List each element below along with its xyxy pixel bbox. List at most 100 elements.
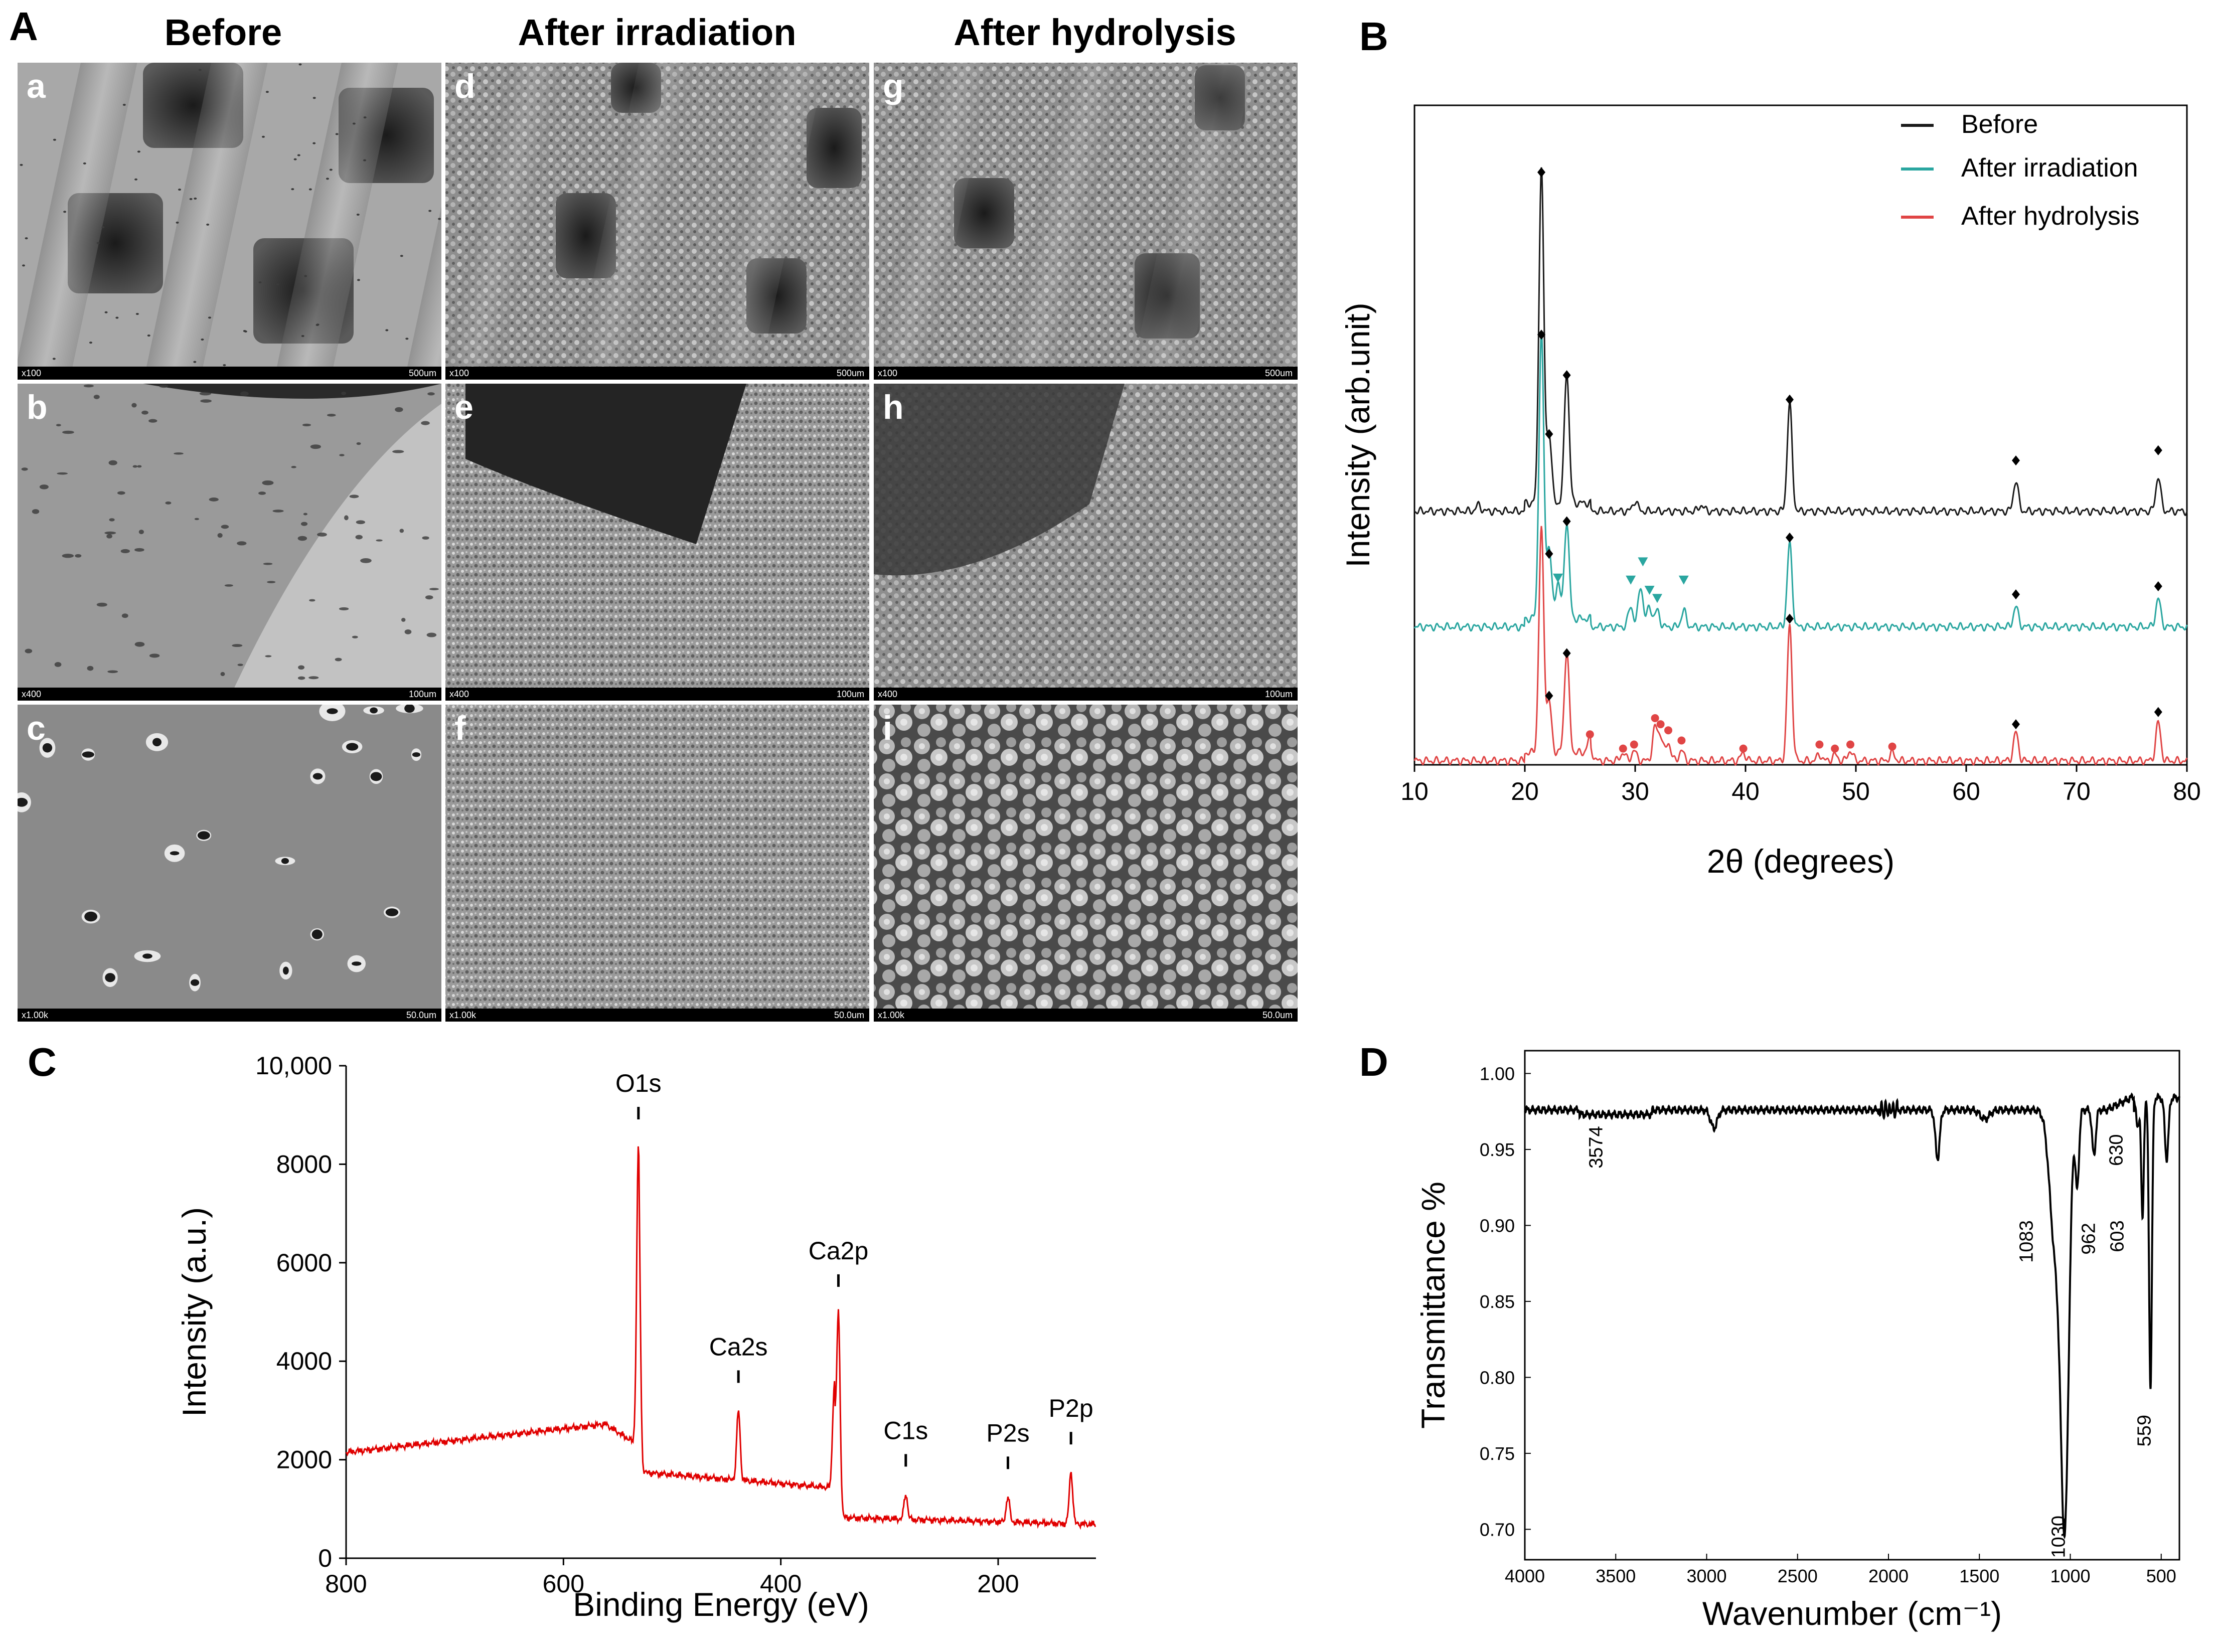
surface-pore [201, 339, 204, 341]
surface-pore [363, 159, 367, 161]
surface-pore [141, 410, 148, 415]
x-tick-label: 3000 [1686, 1566, 1726, 1586]
surface-pore [267, 581, 276, 583]
y-tick-label: 0.80 [1480, 1367, 1515, 1388]
x-tick-label: 30 [1621, 777, 1649, 805]
surface-pore [401, 617, 406, 622]
surface-pore [132, 465, 138, 468]
surface-pore [281, 858, 289, 864]
x-axis-title: Wavenumber (cm⁻¹) [1702, 1595, 2002, 1632]
surface-pore [276, 283, 279, 286]
phase-marker-circle [1656, 720, 1665, 729]
y-tick-label: 2000 [276, 1446, 332, 1474]
x-tick-label: 500 [2146, 1566, 2176, 1586]
surface-pore [297, 676, 305, 680]
sem-magnification: x1.00k [449, 1010, 477, 1020]
sem-info-bar [445, 367, 869, 380]
sem-info-bar [445, 688, 869, 701]
column-title-before: Before [165, 12, 282, 53]
legend-label: After irradiation [1961, 153, 2138, 183]
x-tick-label: 20 [1511, 777, 1539, 805]
sem-magnification: x100 [449, 368, 469, 378]
legend-label: Before [1961, 110, 2038, 139]
scaffold-strut [0, 41, 9, 401]
surface-pore [308, 188, 312, 191]
scaffold-pore [874, 384, 1125, 576]
scaffold-strut [1128, 63, 1256, 380]
x-tick-label: 70 [2063, 777, 2091, 805]
sem-tile-image [0, 41, 441, 401]
surface-pore [148, 419, 157, 423]
surface-pore [335, 657, 342, 662]
peak-label-ca2s: Ca2s [709, 1333, 768, 1361]
phase-marker-triangle [1553, 573, 1563, 583]
surface-pore [93, 395, 100, 399]
surface-pore [62, 554, 74, 558]
x-tick-label: 1000 [2050, 1566, 2090, 1586]
surface-pore [108, 460, 117, 465]
y-tick-label: 0 [318, 1544, 332, 1572]
surface-pore [206, 223, 210, 226]
surface-pore [106, 534, 112, 539]
surface-pore [18, 797, 28, 807]
panel-c-letter: C [28, 1040, 57, 1084]
surface-pore [346, 743, 359, 751]
sem-tile-image [445, 63, 869, 380]
surface-pore [104, 531, 116, 535]
sem-tile-image [874, 384, 1298, 701]
phase-marker-diamond [2012, 455, 2020, 466]
surface-pore [178, 189, 182, 191]
surface-pore [105, 973, 115, 982]
surface-pore [355, 535, 363, 540]
surface-pore [240, 391, 249, 396]
surface-pore [265, 655, 272, 657]
sem-tile-image [18, 705, 441, 1022]
sem-letter: b [27, 388, 48, 426]
surface-pore [425, 595, 433, 600]
sem-image-grid: x100 500um a x100 500um d x100 500um g x400 100um b… [0, 41, 1298, 1022]
band-label-603: 603 [2107, 1220, 2128, 1252]
surface-pore [149, 653, 160, 658]
surface-pore [96, 602, 107, 607]
y-axis-title: Intensity (arb.unit) [1339, 302, 1376, 567]
phase-marker-circle [1586, 730, 1594, 739]
y-tick-label: 6000 [276, 1249, 332, 1277]
surface-pore [360, 558, 372, 563]
sem-tile-i: x1.00k 50.0um i [874, 705, 1298, 1022]
surface-pore [200, 399, 212, 403]
surface-pore [363, 116, 367, 119]
sem-scale-bar: 500um [409, 368, 436, 378]
x-tick-label: 1500 [1959, 1566, 1999, 1586]
phase-marker-triangle [1638, 557, 1648, 567]
surface-pore [352, 961, 362, 966]
phase-marker-circle [1739, 744, 1748, 753]
surface-pore [426, 632, 437, 637]
surface-pore [63, 211, 67, 213]
surface-pore [87, 666, 94, 671]
x-tick-label: 2500 [1778, 1566, 1818, 1586]
sem-letter: g [883, 67, 904, 105]
surface-pore [293, 158, 297, 160]
sem-background [874, 705, 1298, 1022]
y-axis-title: Intensity (a.u.) [176, 1207, 213, 1417]
sem-scale-bar: 50.0um [406, 1010, 436, 1020]
scaffold-strut [998, 63, 1126, 380]
surface-pore [21, 467, 28, 471]
surface-pore [52, 358, 56, 360]
surface-pore [117, 491, 125, 495]
surface-pore [349, 494, 359, 499]
surface-pore [22, 264, 25, 267]
scaffold-strut [402, 63, 441, 380]
sem-info-bar [874, 688, 1298, 701]
surface-pore [261, 135, 265, 138]
surface-pore [170, 851, 180, 856]
surface-pore [189, 198, 193, 200]
phase-marker-diamond [2012, 589, 2020, 600]
phase-marker-circle [1664, 726, 1672, 735]
series-line-after-irradiation [1413, 331, 2188, 632]
xps-panel: C 800 600 400 2000200040006000800010,000Bin… [28, 1040, 1096, 1623]
surface-pore [357, 279, 360, 281]
phase-marker-diamond [1786, 613, 1794, 624]
sem-tile-image [445, 384, 869, 701]
surface-pore [304, 275, 307, 277]
